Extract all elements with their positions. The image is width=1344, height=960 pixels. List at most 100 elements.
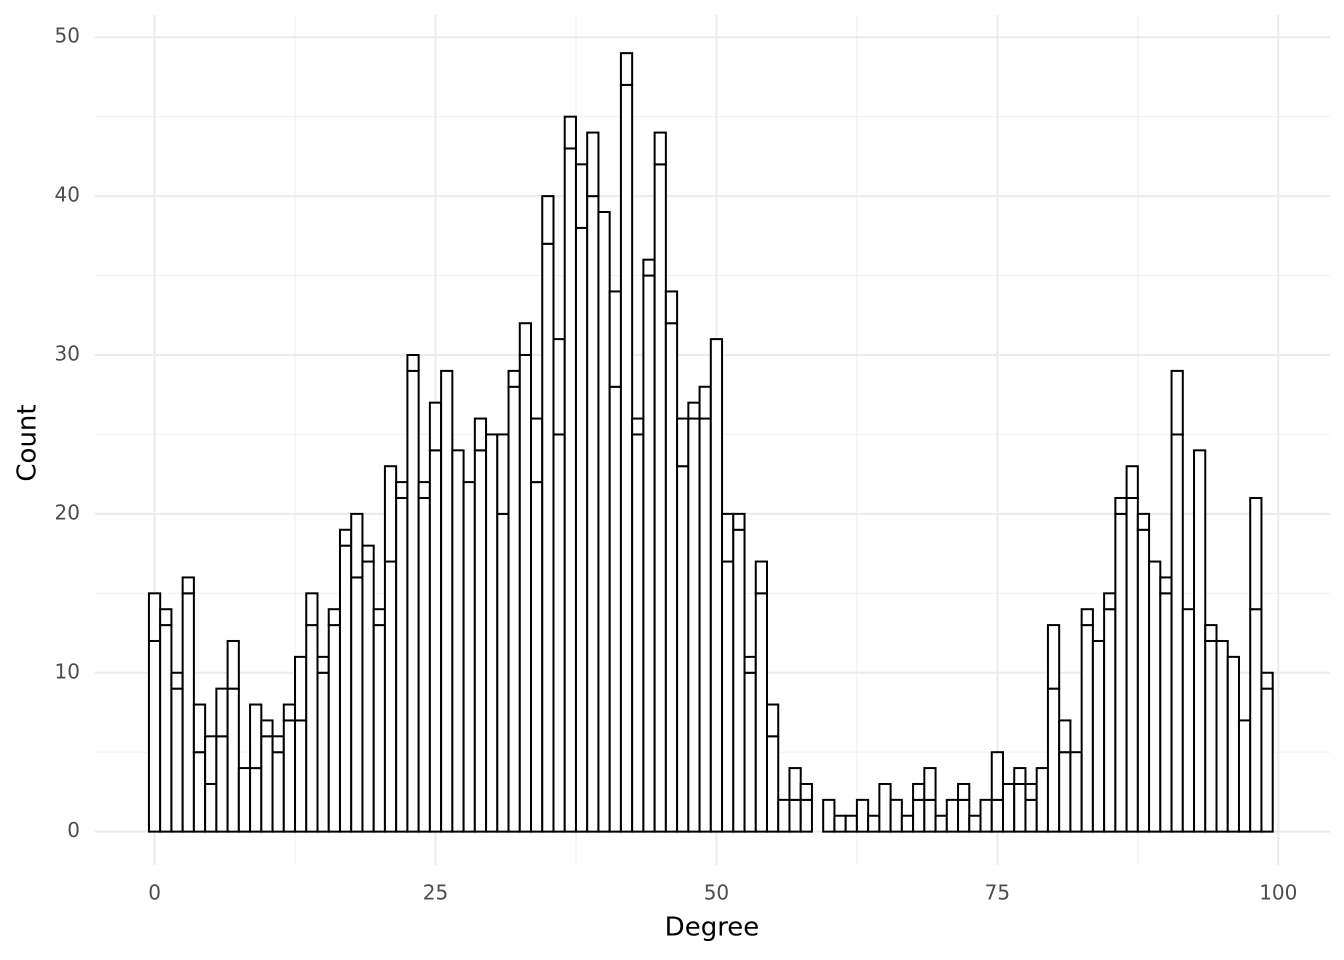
histogram-bar (1159, 592, 1173, 833)
histogram-bar (923, 767, 937, 801)
histogram-bar (226, 639, 240, 690)
histogram-bar (361, 560, 375, 833)
histogram-bar (147, 639, 162, 833)
histogram-bar (428, 449, 443, 833)
histogram-bar (249, 767, 263, 833)
histogram-bar (552, 338, 566, 436)
histogram-bar (406, 354, 420, 372)
histogram-bar (159, 608, 173, 627)
histogram-bar (1080, 624, 1094, 833)
histogram-bar (1249, 496, 1263, 611)
histogram-bar (721, 512, 735, 563)
histogram-bar (619, 52, 634, 86)
histogram-bar (1136, 528, 1151, 833)
histogram-bar (338, 528, 353, 547)
histogram-bar (631, 417, 645, 436)
histogram-bar (912, 782, 926, 801)
histogram-bar (1046, 687, 1061, 833)
histogram-bar (1136, 512, 1151, 531)
histogram-bar (249, 703, 263, 770)
histogram-bar (642, 258, 656, 277)
histogram-bar (709, 338, 724, 833)
histogram-bar (159, 624, 173, 833)
histogram-bar (1193, 449, 1207, 833)
histogram-bar (282, 703, 297, 722)
histogram-bar (350, 576, 364, 833)
histogram-bar (1024, 782, 1038, 801)
histogram-bar (1091, 639, 1106, 833)
histogram-bar (530, 417, 544, 484)
histogram-bar (642, 274, 656, 833)
histogram-bar (361, 544, 375, 563)
histogram-bar (440, 369, 454, 833)
histogram-bar (664, 322, 679, 833)
histogram-bar (1249, 608, 1263, 833)
y-tick-label: 50 (55, 24, 80, 48)
histogram-bar (844, 814, 858, 833)
histogram-bar (350, 512, 364, 579)
histogram-bar (215, 735, 229, 833)
histogram-bar (586, 131, 600, 198)
histogram-bar (417, 496, 431, 833)
histogram-bar (900, 814, 915, 833)
histogram-bar (608, 290, 622, 388)
histogram-bar (563, 115, 577, 150)
histogram-bar (383, 465, 398, 563)
histogram-bar (664, 290, 679, 325)
histogram-bar (1103, 592, 1117, 611)
histogram-bar (1260, 687, 1274, 833)
histogram-bar (1148, 560, 1162, 833)
histogram-bar (507, 385, 521, 833)
histogram-bar (990, 798, 1004, 833)
histogram-bar (597, 211, 611, 833)
histogram-bar (260, 719, 274, 738)
histogram-bar (507, 369, 521, 388)
histogram-bar (676, 465, 690, 833)
histogram-bar (1181, 608, 1196, 833)
histogram-bar (1204, 624, 1218, 642)
histogram-bar (833, 814, 847, 833)
histogram-bar (192, 703, 207, 754)
histogram-bar (372, 624, 386, 833)
histogram-bar (417, 481, 431, 499)
histogram-bar (1125, 496, 1139, 833)
histogram-bar (912, 798, 926, 833)
histogram-bar (732, 528, 746, 833)
histogram-bar (305, 592, 319, 627)
histogram-bar (754, 560, 769, 595)
histogram-bar (147, 592, 162, 642)
histogram-bar (990, 751, 1004, 801)
histogram-bar (552, 433, 566, 833)
histogram-bar (473, 417, 488, 452)
histogram-bar (563, 147, 577, 833)
histogram-bar (316, 655, 330, 674)
y-tick-label: 40 (55, 183, 80, 207)
histogram-bar (518, 354, 533, 833)
histogram-bar (698, 385, 712, 420)
histogram-bar (788, 798, 802, 833)
y-tick-label: 20 (55, 500, 80, 524)
histogram-bar (327, 608, 341, 627)
histogram-bar (1125, 465, 1139, 499)
histogram-bar (1114, 512, 1128, 833)
y-tick-label: 30 (55, 342, 80, 366)
histogram-bar (327, 624, 341, 833)
histogram-bar (305, 624, 319, 833)
histogram-bar (271, 751, 285, 833)
histogram-bar (406, 369, 420, 833)
histogram-bar (473, 449, 488, 833)
histogram-bar (1114, 496, 1128, 515)
histogram-bar (1001, 782, 1016, 833)
y-tick-label: 0 (67, 818, 80, 842)
histogram-bar (462, 481, 476, 833)
histogram-bar (957, 798, 971, 833)
histogram-bar (204, 735, 218, 785)
histogram-bar (260, 735, 274, 833)
histogram-bar (530, 481, 544, 833)
histogram-bar (226, 687, 240, 833)
histogram-bar (586, 195, 600, 833)
histogram-bar (282, 719, 297, 833)
y-tick-label: 10 (55, 659, 80, 683)
